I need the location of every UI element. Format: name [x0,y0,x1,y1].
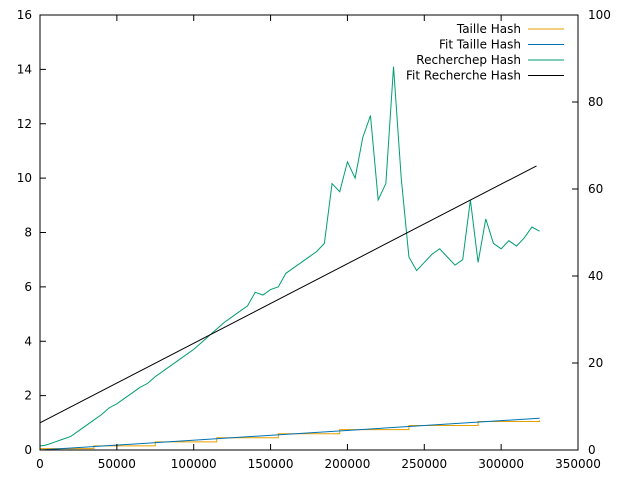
y-tick-label: 2 [24,389,32,403]
y2-tick-label: 60 [588,182,603,196]
y-tick-label: 6 [24,280,32,294]
y-tick-label: 0 [24,443,32,457]
legend-label: Taille Hash [456,22,521,36]
legend-label: Recherchep Hash [416,53,521,67]
legend-label: Fit Recherche Hash [406,69,521,83]
x-tick-label: 200000 [325,457,371,471]
axes-layer: 0 50000 100000 150000 200000 250000 300000 3500… [17,8,611,471]
y-tick-label: 12 [17,117,32,131]
y-tick-label: 8 [24,226,32,240]
y2-tick-label: 20 [588,356,603,370]
x-tick-label: 100000 [171,457,217,471]
y2-tick-label: 0 [588,443,596,457]
x-tick-label: 50000 [98,457,136,471]
x-tick-label: 350000 [555,457,601,471]
x-tick-label: 300000 [478,457,524,471]
y2-tick-label: 40 [588,269,603,283]
x-tick-label: 150000 [248,457,294,471]
y-tick-label: 14 [17,62,32,76]
y2-tick-label: 80 [588,95,603,109]
y-tick-label: 10 [17,171,32,185]
x-tick-label: 250000 [401,457,447,471]
y-tick-label: 4 [24,334,32,348]
series-line-2 [39,66,540,447]
y2-tick-label: 100 [588,8,611,22]
series-line-0 [40,420,541,450]
series-line-1 [39,417,540,451]
series-line-3 [39,165,537,424]
legend-label: Fit Taille Hash [439,38,521,52]
x-tick-label: 0 [36,457,44,471]
y-tick-label: 16 [17,8,32,22]
series-layer [39,66,541,451]
